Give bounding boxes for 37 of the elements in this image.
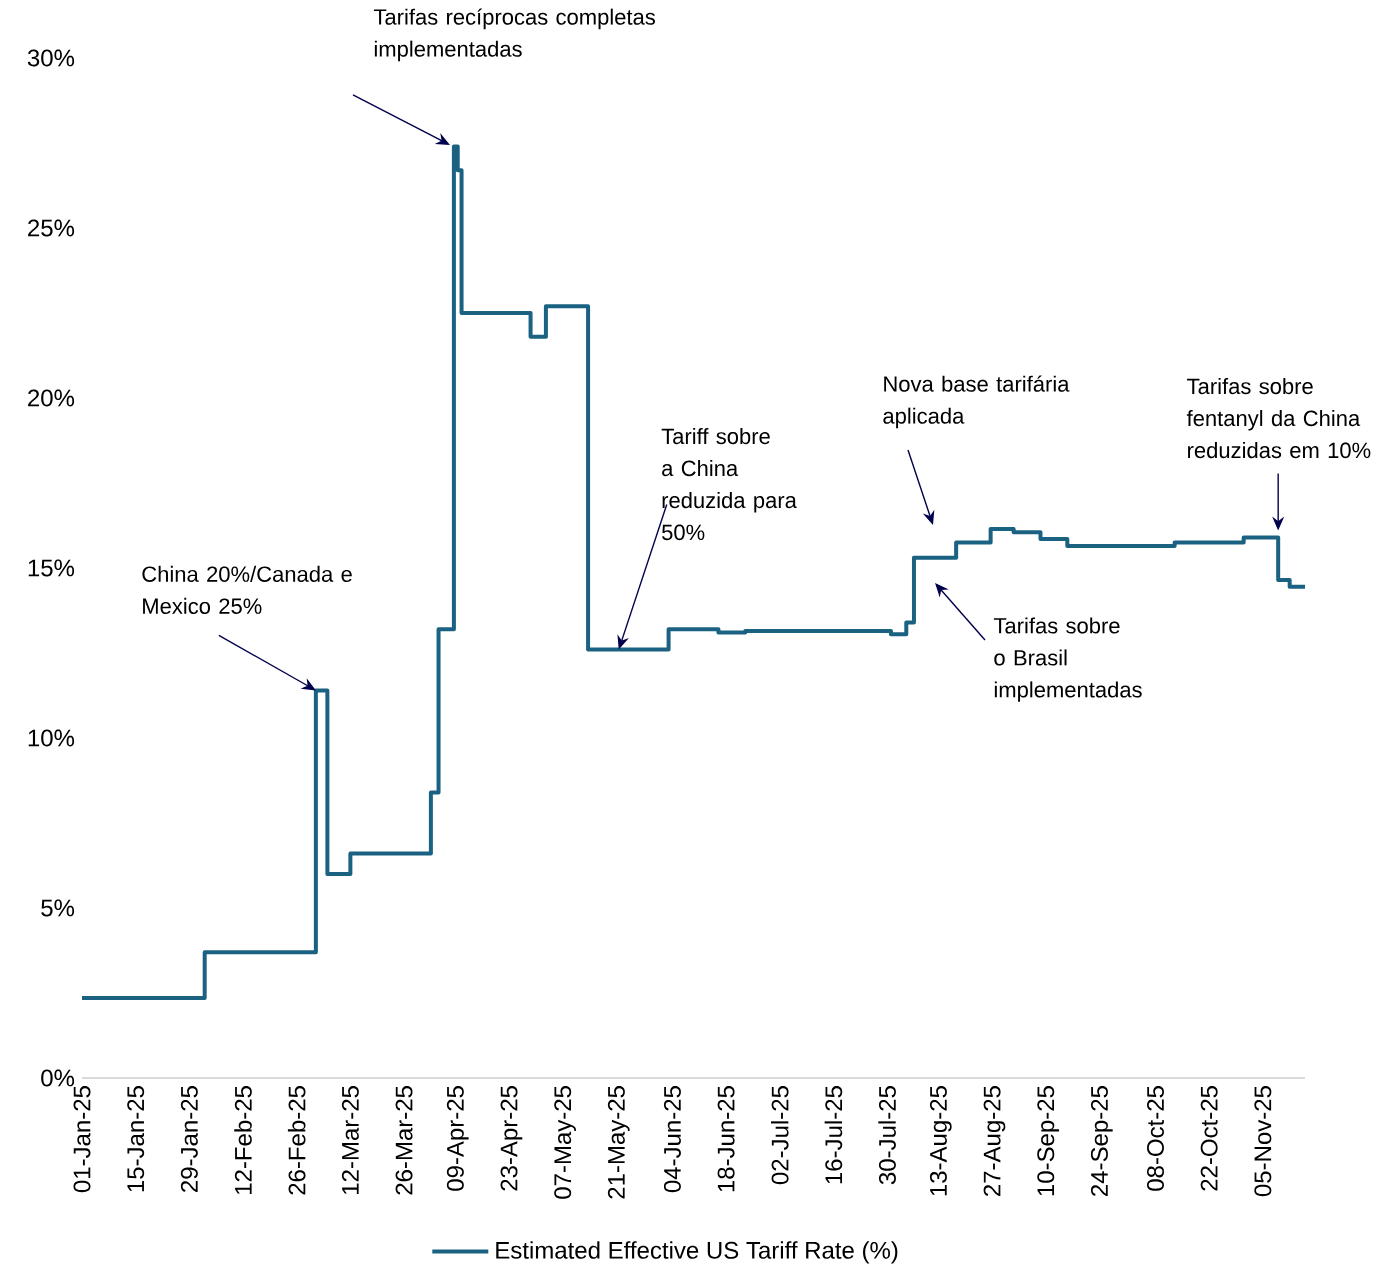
x-tick-label: 13-Aug-25	[929, 1086, 952, 1196]
x-tick-label: 12-Feb-25	[234, 1086, 252, 1194]
y-tick-label: 15%	[28, 559, 75, 577]
y-tick-label: 30%	[27, 49, 75, 67]
x-tick-label: 18-Jun-25	[717, 1086, 735, 1192]
y-tick-label: 25%	[28, 219, 75, 237]
y-tick-label: 20%	[28, 389, 75, 407]
x-tick-label: 30-Jul-25	[878, 1086, 896, 1185]
x-tick-label: 08-Oct-25	[1147, 1086, 1164, 1191]
x-tick-label: 12-Mar-25	[341, 1086, 359, 1194]
y-tick-label: 5%	[41, 899, 75, 917]
x-tick-label: 07-May-25	[554, 1086, 576, 1199]
x-tick-label: 01-Jan-25	[73, 1086, 91, 1193]
x-tick-label: 02-Jul-25	[770, 1086, 789, 1185]
x-tick-label: 21-May-25	[607, 1086, 630, 1199]
x-tick-label: 26-Mar-25	[395, 1086, 413, 1195]
x-tick-label: 24-Sep-25	[1090, 1086, 1113, 1196]
y-tick-label: 10%	[28, 729, 75, 747]
legend-label: Estimated Effective US Tariff Rate (%)	[496, 1241, 898, 1264]
x-tick-label: 27-Aug-25	[983, 1086, 1006, 1196]
annotation: Tariff sobre a China reduzida para 50%	[661, 427, 797, 541]
x-tick-label: 22-Oct-25	[1200, 1086, 1218, 1191]
x-tick-label: 09-Apr-25	[446, 1086, 469, 1191]
x-tick-label: 23-Apr-25	[500, 1086, 523, 1191]
y-tick-label: 0%	[41, 1069, 75, 1087]
x-tick-label: 05-Nov-25	[1254, 1086, 1272, 1197]
x-tick-label: 16-Jul-25	[824, 1086, 843, 1184]
x-tick-label: 10-Sep-25	[1037, 1086, 1060, 1196]
annotation: Tarifas sobre fentanyl da China reduzidas em 10%	[1186, 377, 1371, 459]
annotation: Nova base tarifária aplicada	[883, 375, 1070, 429]
x-tick-label: 26-Feb-25	[287, 1086, 306, 1195]
x-tick-label: 15-Jan-25	[127, 1086, 145, 1192]
annotation: Tarifas sobre o Brasil implementadas	[993, 617, 1142, 702]
x-tick-label: 04-Jun-25	[663, 1086, 681, 1193]
x-tick-label: 29-Jan-25	[180, 1086, 198, 1192]
annotation: Tarifas recíprocas completas implementadas	[373, 8, 655, 62]
annotation: China 20%/Canada e Mexico 25%	[142, 565, 352, 614]
